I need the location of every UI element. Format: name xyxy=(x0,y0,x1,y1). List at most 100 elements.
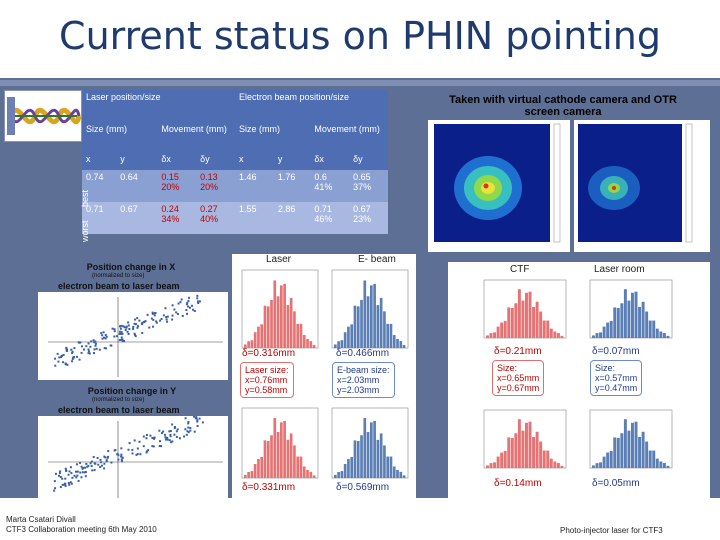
histogram-bar xyxy=(662,333,666,338)
scatter-point xyxy=(57,360,60,363)
histogram-bar xyxy=(302,466,306,478)
cell: 0.6 41% xyxy=(310,170,350,202)
cell: 0.24 34% xyxy=(157,202,197,234)
scatter-point xyxy=(79,471,82,474)
histogram-bar xyxy=(556,333,560,338)
histogram-bar xyxy=(253,332,257,348)
scatter-point xyxy=(193,430,196,433)
histogram-bar xyxy=(525,422,528,468)
ctf-laser-room-histogram-panel: CTF Laser room δ=0.21mm δ=0.07mm Size: x… xyxy=(448,262,710,498)
laser-size-box: Laser size: x=0.76mm y=0.58mm xyxy=(240,362,294,398)
histogram-bar xyxy=(602,456,606,468)
scatter-point xyxy=(90,465,93,468)
scatter-point xyxy=(93,469,96,472)
histogram-bar xyxy=(532,307,536,338)
histogram-bar xyxy=(302,335,306,348)
scatter-point xyxy=(126,330,129,333)
scatter-point xyxy=(54,357,57,360)
histogram-bar xyxy=(535,431,539,468)
scatter-point xyxy=(166,315,169,318)
histogram-bar xyxy=(652,320,656,338)
scatter-point xyxy=(94,340,97,343)
scatter-point xyxy=(184,428,187,431)
scatter-point xyxy=(117,458,120,461)
histogram-bar xyxy=(247,472,250,478)
ebeam-size-header: Size (mm) xyxy=(239,124,280,134)
scatter-point xyxy=(84,475,87,478)
cell: 0.15 20% xyxy=(157,170,197,202)
histogram-bar xyxy=(602,326,606,338)
cell: 0.67 xyxy=(116,202,158,234)
scatter-point xyxy=(53,489,56,492)
cell: 0.71 xyxy=(82,202,117,234)
histogram-bar xyxy=(244,474,247,478)
scatter-point xyxy=(189,429,192,432)
histogram-bar xyxy=(616,437,620,468)
scatter-point xyxy=(125,325,128,328)
histogram-bar xyxy=(276,296,280,348)
footer-meeting: CTF3 Collaboration meeting 6th May 2010 xyxy=(6,525,157,534)
scatter-point xyxy=(188,296,191,299)
laser-movement-header: Movement (mm) xyxy=(161,124,227,134)
scatter-point xyxy=(103,336,106,339)
scatter-point xyxy=(180,298,183,301)
ebeam-column-label: E- beam xyxy=(358,254,396,265)
ebeam-y-histogram xyxy=(331,407,409,479)
scatter-point xyxy=(111,327,114,330)
histogram-bar xyxy=(253,463,257,478)
histogram-bar xyxy=(648,450,652,468)
scatter-point xyxy=(186,430,189,433)
scatter-point xyxy=(64,362,67,365)
histogram-bar xyxy=(296,323,300,348)
scatter-point xyxy=(138,319,141,322)
laser-column-label: Laser xyxy=(266,254,292,265)
scatter-point xyxy=(175,311,178,314)
histogram-bar xyxy=(250,340,254,348)
laser-room-size-title: Size: xyxy=(595,363,616,373)
scatter-point xyxy=(189,426,192,429)
histogram-bar xyxy=(616,307,620,338)
footer-right: Photo-injector laser for CTF3 xyxy=(560,526,663,535)
histogram-bar xyxy=(627,430,631,468)
scatter-x-title: Position change in X xyxy=(86,262,176,272)
histogram-bar xyxy=(343,332,347,348)
scatter-point xyxy=(170,441,173,444)
histogram-bar xyxy=(631,422,634,468)
histogram-bar xyxy=(260,324,264,348)
histogram-bar xyxy=(613,437,617,468)
scatter-point xyxy=(186,312,189,315)
histogram-bar xyxy=(280,285,283,348)
scatter-point xyxy=(146,450,149,453)
histogram-bar xyxy=(503,450,507,468)
scatter-point xyxy=(93,348,96,351)
histogram-bar xyxy=(592,335,595,338)
histogram-bar xyxy=(507,307,511,338)
ebeam-y-delta: δ=0.569mm xyxy=(336,482,390,493)
row-label-worst: worst xyxy=(80,220,90,242)
histogram-bar xyxy=(634,421,638,468)
scatter-point xyxy=(65,350,68,353)
scatter-point xyxy=(98,348,101,351)
scatter-point xyxy=(54,487,57,490)
histogram-bar xyxy=(263,440,267,478)
scatter-point xyxy=(138,440,141,443)
histogram-bar xyxy=(500,452,504,468)
scatter-point xyxy=(90,460,93,463)
ctf-size-box: Size: x=0.65mm y=0.67mm xyxy=(492,360,545,396)
scatter-point xyxy=(152,325,155,328)
histogram-bar xyxy=(280,422,283,478)
histogram-bar xyxy=(306,469,309,478)
scatter-point xyxy=(147,449,150,452)
histogram-bar xyxy=(337,472,340,478)
scatter-point xyxy=(104,337,107,340)
scatter-point xyxy=(80,351,83,354)
scatter-point xyxy=(135,453,138,456)
histogram-bar xyxy=(343,463,347,478)
scatter-point xyxy=(76,474,79,477)
scatter-point xyxy=(192,308,195,311)
histogram-bar xyxy=(350,324,354,348)
scatter-point xyxy=(141,331,144,334)
laser-size-x: x=0.76mm xyxy=(245,375,288,385)
scatter-point xyxy=(120,336,123,339)
scatter-point xyxy=(142,445,145,448)
